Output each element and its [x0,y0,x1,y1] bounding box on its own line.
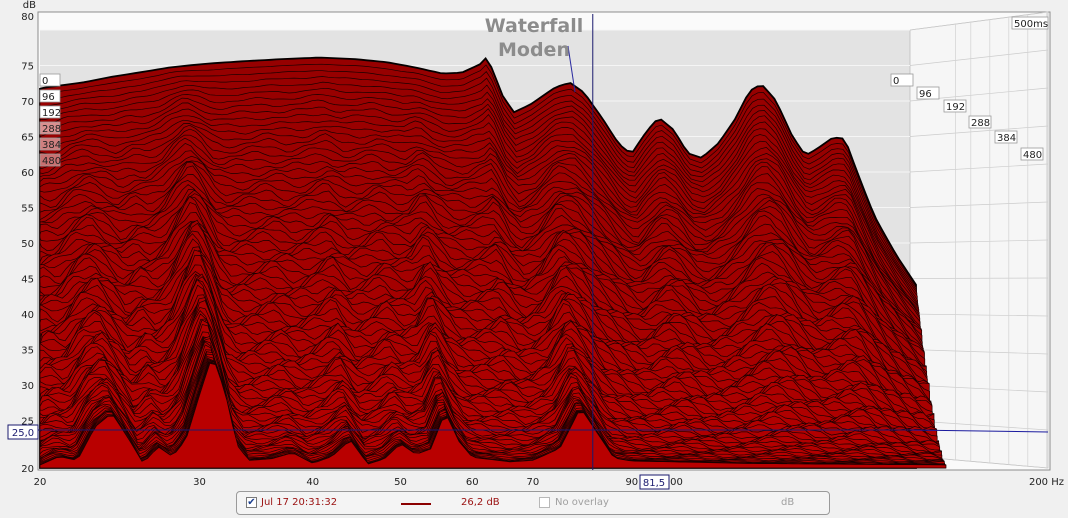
time-label-left-box [39,137,61,151]
time-label-right: 96 [919,89,932,100]
measurement-checkbox[interactable]: ✔ [246,497,257,508]
grid-line [909,125,1049,137]
chart-title: Waterfall [485,15,584,37]
y-tick-label: 75 [21,62,34,73]
y-tick-label: 30 [21,381,34,392]
grid-line [909,349,1049,355]
time-label-left: 288 [42,124,61,135]
x-tick-label: 70 [527,477,540,488]
measurement-label: Jul 17 20:31:32 [261,497,338,508]
cursor-y-readout-box [7,424,39,440]
time-label-left-box [39,121,61,135]
cursor-x-readout-box [639,474,670,490]
y-tick-label: 40 [21,310,34,321]
time-label-left: 192 [42,108,61,119]
time-label-right-box [916,86,940,100]
measurement-line-swatch [401,503,431,505]
time-label-right-box [994,130,1018,144]
grid-line [909,11,1049,31]
x-tick-label: 30 [193,477,206,488]
y-axis-label: dB [23,0,36,11]
time-label-right: 288 [971,118,990,129]
y-tick-label: 50 [21,239,34,250]
time-label-right: 192 [946,102,965,113]
x-tick-label: 50 [394,477,407,488]
y-tick-label: 25 [21,417,34,428]
time-label-right-box [943,99,967,113]
y-tick-label: 65 [21,133,34,144]
time-label-left: 384 [42,140,61,151]
y-tick-label: 60 [21,168,34,179]
time-label-left-box [39,153,61,167]
grid-line [909,384,1049,393]
x-tick-label: 60 [466,477,479,488]
time-label-right: 0 [893,76,899,87]
time-label-right: 384 [997,133,1016,144]
y-tick-label: 45 [21,275,34,286]
peak-marker-line [567,45,576,93]
waterfall-slice [39,362,947,469]
grid-line [909,277,1049,279]
y-tick-label: 35 [21,346,34,357]
cursor-x-readout: 81,5 [643,478,665,489]
grid-line [909,49,1049,66]
waterfall-slices [39,56,947,469]
y-tick-label: 80 [21,12,34,23]
time-label-left-box [39,73,61,87]
time-span-label: 500ms [1014,19,1048,30]
side-wall [909,11,1049,469]
grid-line [909,163,1049,173]
grid-line [909,313,1049,317]
level-label: 26,2 dB [461,497,500,508]
overlay-label: No overlay [555,497,609,508]
chart-subtitle: Moden [498,39,570,61]
time-label-left-box [39,89,61,103]
time-label-right-box [1020,147,1044,161]
y-tick-label: 55 [21,204,34,215]
x-tick-label: 20 [34,477,47,488]
x-axis-end-label: 200 Hz [1029,477,1064,488]
chart-overlay [38,14,1049,470]
cursor-y-readout: 25,0 [12,428,34,439]
x-tick-label: 100 [664,477,683,488]
y-tick-label: 20 [21,464,34,475]
x-tick-label: 40 [306,477,319,488]
grid-line [909,201,1049,208]
grid-line [909,239,1049,244]
time-label-left: 96 [42,92,55,103]
time-label-right-box [890,73,914,87]
time-span-label-box [1011,16,1049,30]
cursor-depth-line [909,429,1049,433]
time-label-left: 480 [42,156,61,167]
overlay-checkbox[interactable] [539,497,550,508]
time-label-right: 480 [1023,150,1042,161]
y-tick-label: 70 [21,97,34,108]
time-label-left-box [39,105,61,119]
time-label-right-box [968,115,992,129]
legend-bar: ✔ Jul 17 20:31:32 26,2 dB No overlay dB [236,491,830,515]
waterfall-slice [39,344,942,469]
time-label-left: 0 [42,76,48,87]
unit-label: dB [781,497,795,508]
x-tick-label: 90 [625,477,638,488]
